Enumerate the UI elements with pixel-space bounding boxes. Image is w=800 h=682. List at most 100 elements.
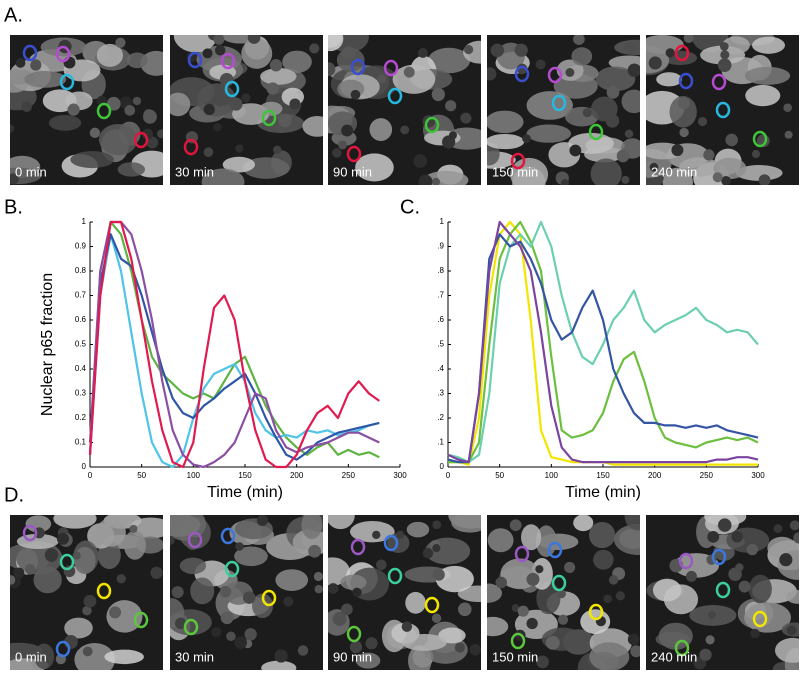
y-tick-label: .9	[437, 242, 444, 251]
time-label: 90 min	[333, 164, 372, 179]
cell	[201, 168, 245, 185]
nucleus	[247, 35, 261, 44]
nucleus	[557, 589, 566, 599]
nucleus	[535, 565, 544, 574]
nucleus	[431, 613, 442, 624]
nucleus	[717, 58, 732, 72]
nucleus	[219, 586, 232, 598]
nucleus	[10, 173, 19, 185]
cell-outline	[187, 51, 203, 69]
nucleus	[703, 149, 715, 161]
cell-outline	[187, 531, 203, 549]
nucleus	[289, 98, 301, 110]
cell	[401, 633, 448, 651]
x-tick-label: 250	[700, 471, 714, 480]
nucleus	[266, 82, 280, 95]
cell	[170, 515, 201, 537]
cell	[451, 515, 481, 533]
x-tick-label: 100	[545, 471, 559, 480]
nucleus	[15, 58, 26, 68]
cell-outline	[383, 59, 399, 77]
nucleus	[627, 63, 640, 78]
cell	[406, 521, 430, 538]
nucleus	[56, 532, 69, 545]
nucleus	[784, 130, 793, 139]
nucleus	[432, 520, 442, 530]
cell-outline	[96, 582, 112, 600]
cells	[10, 35, 163, 185]
nucleus	[573, 35, 585, 46]
nucleus	[536, 655, 550, 669]
nucleus	[511, 604, 520, 613]
nucleus	[448, 131, 457, 140]
nucleus	[229, 97, 243, 111]
cell-outline	[261, 109, 277, 127]
nucleus	[403, 66, 415, 78]
cell-outline	[514, 545, 530, 563]
nucleus	[707, 531, 720, 543]
cell-outline	[387, 567, 403, 585]
nucleus	[132, 96, 142, 106]
nucleus	[256, 515, 269, 526]
nucleus	[213, 35, 225, 45]
panel-label: C.	[400, 196, 420, 218]
y-tick-label: .8	[437, 266, 444, 275]
cell	[408, 645, 432, 670]
micrograph: 30 min	[170, 515, 323, 670]
cell	[614, 524, 640, 555]
nucleus	[213, 123, 222, 132]
nucleus	[376, 559, 387, 571]
cell	[735, 165, 783, 181]
series-line	[88, 220, 380, 469]
y-tick-label: 0.3	[75, 389, 87, 398]
nucleus	[220, 611, 234, 625]
nucleus	[116, 574, 126, 584]
cell	[526, 124, 572, 143]
nucleus	[621, 175, 630, 184]
cell-outline	[55, 640, 71, 658]
x-tick-label: 300	[751, 471, 765, 480]
cell-outline	[183, 618, 199, 636]
nucleus	[170, 535, 175, 545]
nucleus	[535, 59, 546, 70]
cell	[126, 52, 148, 69]
cell	[53, 515, 97, 529]
micrograph: 240 min	[646, 35, 799, 185]
cells	[487, 35, 640, 185]
y-axis-label: Nuclear p65 fraction	[39, 273, 56, 416]
cell-outline	[22, 524, 38, 542]
x-tick-label: 250	[342, 471, 356, 480]
nucleus	[226, 631, 236, 642]
cell	[435, 565, 474, 593]
nucleus	[720, 50, 730, 60]
cell	[340, 574, 367, 590]
x-tick-label: 200	[648, 471, 662, 480]
nucleus	[341, 46, 356, 60]
cell-outline	[588, 603, 604, 621]
nucleus	[418, 174, 433, 185]
nucleus	[707, 611, 716, 620]
nucleus	[509, 519, 522, 532]
cell-outline	[674, 44, 690, 62]
cell-outline	[220, 527, 236, 545]
nucleus	[146, 136, 159, 149]
cell-outline	[55, 45, 71, 63]
nucleus	[174, 617, 187, 630]
cell	[595, 66, 636, 92]
y-tick-label: 0.5	[75, 340, 87, 349]
cells	[328, 515, 481, 670]
panel-label: D.	[4, 484, 24, 506]
nucleus	[202, 48, 213, 59]
x-tick-label: 200	[290, 471, 304, 480]
nucleus	[431, 177, 440, 185]
cell-outline	[551, 574, 567, 592]
nucleus	[278, 113, 292, 128]
cell	[355, 153, 394, 182]
cell	[669, 96, 697, 128]
cell	[197, 83, 237, 117]
nucleus	[30, 59, 42, 71]
nucleus	[234, 636, 247, 649]
y-tick-label: 0.8	[75, 266, 87, 275]
